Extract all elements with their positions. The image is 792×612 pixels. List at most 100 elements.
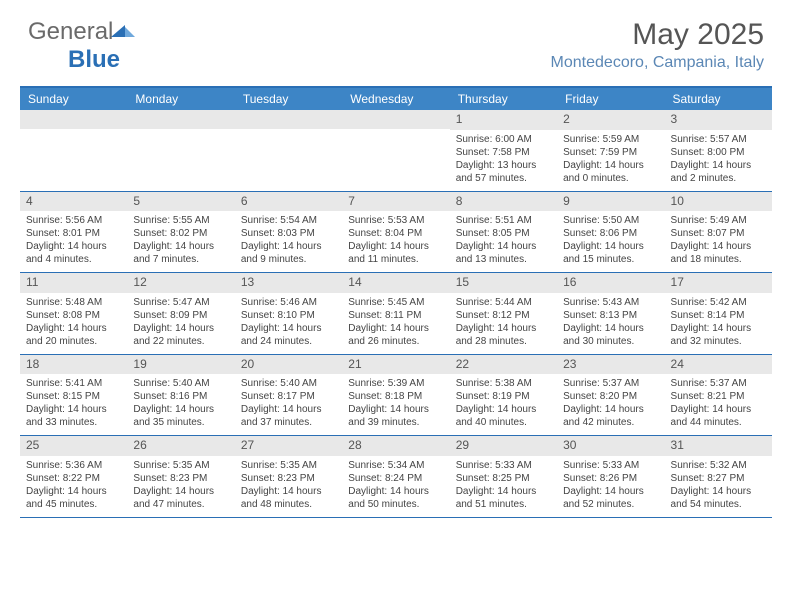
day-number: 15 bbox=[456, 275, 469, 289]
cell-info-line: Sunrise: 5:45 AM bbox=[348, 296, 443, 309]
calendar-cell: 15Sunrise: 5:44 AMSunset: 8:12 PMDayligh… bbox=[450, 273, 557, 354]
day-number: 27 bbox=[241, 438, 254, 452]
daynum-row: 18 bbox=[20, 355, 127, 375]
logo-icon bbox=[113, 18, 135, 45]
cell-info-line: Sunrise: 5:33 AM bbox=[563, 459, 658, 472]
cell-info-line: Sunset: 8:23 PM bbox=[133, 472, 228, 485]
day-number: 31 bbox=[671, 438, 684, 452]
weeks-container: 1Sunrise: 6:00 AMSunset: 7:58 PMDaylight… bbox=[20, 110, 772, 518]
week-row: 18Sunrise: 5:41 AMSunset: 8:15 PMDayligh… bbox=[20, 355, 772, 437]
cell-info-line: Daylight: 14 hours and 22 minutes. bbox=[133, 322, 228, 348]
day-number: 2 bbox=[563, 112, 570, 126]
day-number: 6 bbox=[241, 194, 248, 208]
cell-info-line: Sunset: 8:00 PM bbox=[671, 146, 766, 159]
cell-info-line: Daylight: 14 hours and 52 minutes. bbox=[563, 485, 658, 511]
daynum-row: 25 bbox=[20, 436, 127, 456]
calendar-cell: 10Sunrise: 5:49 AMSunset: 8:07 PMDayligh… bbox=[665, 192, 772, 273]
day-number: 26 bbox=[133, 438, 146, 452]
cell-info-line: Sunrise: 5:35 AM bbox=[133, 459, 228, 472]
cell-info-line: Sunset: 8:02 PM bbox=[133, 227, 228, 240]
cell-info-line: Daylight: 14 hours and 39 minutes. bbox=[348, 403, 443, 429]
cell-info-line: Sunrise: 5:33 AM bbox=[456, 459, 551, 472]
cell-info-line: Daylight: 14 hours and 2 minutes. bbox=[671, 159, 766, 185]
calendar-cell: 25Sunrise: 5:36 AMSunset: 8:22 PMDayligh… bbox=[20, 436, 127, 517]
cell-info-line: Sunrise: 5:56 AM bbox=[26, 214, 121, 227]
cell-info-line: Daylight: 14 hours and 0 minutes. bbox=[563, 159, 658, 185]
cell-info-line: Daylight: 14 hours and 7 minutes. bbox=[133, 240, 228, 266]
cell-info-line: Sunset: 8:11 PM bbox=[348, 309, 443, 322]
day-number: 22 bbox=[456, 357, 469, 371]
cell-info-line: Daylight: 14 hours and 50 minutes. bbox=[348, 485, 443, 511]
cell-info-line: Daylight: 14 hours and 18 minutes. bbox=[671, 240, 766, 266]
cell-info-line: Sunrise: 5:59 AM bbox=[563, 133, 658, 146]
cell-info-line: Sunset: 8:08 PM bbox=[26, 309, 121, 322]
day-number: 23 bbox=[563, 357, 576, 371]
day-header-row: SundayMondayTuesdayWednesdayThursdayFrid… bbox=[20, 88, 772, 110]
cell-info-line: Daylight: 14 hours and 20 minutes. bbox=[26, 322, 121, 348]
cell-info-line: Sunrise: 5:44 AM bbox=[456, 296, 551, 309]
calendar-cell bbox=[342, 110, 449, 191]
cell-info-line: Daylight: 14 hours and 45 minutes. bbox=[26, 485, 121, 511]
cell-info-line: Sunset: 8:09 PM bbox=[133, 309, 228, 322]
cell-info-line: Daylight: 14 hours and 47 minutes. bbox=[133, 485, 228, 511]
calendar-cell: 30Sunrise: 5:33 AMSunset: 8:26 PMDayligh… bbox=[557, 436, 664, 517]
cell-info-line: Daylight: 14 hours and 40 minutes. bbox=[456, 403, 551, 429]
daynum-row: 28 bbox=[342, 436, 449, 456]
calendar-cell: 14Sunrise: 5:45 AMSunset: 8:11 PMDayligh… bbox=[342, 273, 449, 354]
day-number: 12 bbox=[133, 275, 146, 289]
daynum-row: 29 bbox=[450, 436, 557, 456]
week-row: 11Sunrise: 5:48 AMSunset: 8:08 PMDayligh… bbox=[20, 273, 772, 355]
logo-text-part1: General bbox=[28, 18, 113, 45]
title-block: May 2025 Montedecoro, Campania, Italy bbox=[551, 18, 764, 72]
cell-info-line: Sunset: 8:26 PM bbox=[563, 472, 658, 485]
daynum-row: 24 bbox=[665, 355, 772, 375]
cell-info-line: Daylight: 14 hours and 54 minutes. bbox=[671, 485, 766, 511]
week-row: 25Sunrise: 5:36 AMSunset: 8:22 PMDayligh… bbox=[20, 436, 772, 518]
cell-info-line: Sunrise: 6:00 AM bbox=[456, 133, 551, 146]
day-header: Tuesday bbox=[235, 88, 342, 110]
cell-info-line: Sunset: 8:10 PM bbox=[241, 309, 336, 322]
cell-info-line: Sunset: 8:15 PM bbox=[26, 390, 121, 403]
cell-info-line: Daylight: 14 hours and 24 minutes. bbox=[241, 322, 336, 348]
day-number: 11 bbox=[26, 275, 38, 289]
day-number: 24 bbox=[671, 357, 684, 371]
cell-info-line: Sunrise: 5:49 AM bbox=[671, 214, 766, 227]
cell-info-line: Sunrise: 5:46 AM bbox=[241, 296, 336, 309]
cell-info-line: Sunrise: 5:32 AM bbox=[671, 459, 766, 472]
calendar-cell bbox=[127, 110, 234, 191]
calendar-cell: 5 Sunrise: 5:55 AMSunset: 8:02 PMDaylight… bbox=[127, 192, 234, 273]
calendar-cell: 21Sunrise: 5:39 AMSunset: 8:18 PMDayligh… bbox=[342, 355, 449, 436]
cell-info-line: Sunrise: 5:40 AM bbox=[133, 377, 228, 390]
calendar-cell: 29Sunrise: 5:33 AMSunset: 8:25 PMDayligh… bbox=[450, 436, 557, 517]
calendar-cell: 24Sunrise: 5:37 AMSunset: 8:21 PMDayligh… bbox=[665, 355, 772, 436]
day-header: Thursday bbox=[450, 88, 557, 110]
daynum-row: 23 bbox=[557, 355, 664, 375]
cell-info-line: Sunset: 8:27 PM bbox=[671, 472, 766, 485]
day-number: 14 bbox=[348, 275, 361, 289]
daynum-row: 15 bbox=[450, 273, 557, 293]
daynum-row: 27 bbox=[235, 436, 342, 456]
cell-info-line: Daylight: 14 hours and 30 minutes. bbox=[563, 322, 658, 348]
day-header: Friday bbox=[557, 88, 664, 110]
cell-info-line: Sunrise: 5:53 AM bbox=[348, 214, 443, 227]
daynum-row: 17 bbox=[665, 273, 772, 293]
empty-daynum bbox=[127, 110, 234, 129]
calendar-cell: 17Sunrise: 5:42 AMSunset: 8:14 PMDayligh… bbox=[665, 273, 772, 354]
cell-info-line: Sunset: 8:23 PM bbox=[241, 472, 336, 485]
day-number: 25 bbox=[26, 438, 39, 452]
daynum-row: 14 bbox=[342, 273, 449, 293]
cell-info-line: Daylight: 14 hours and 28 minutes. bbox=[456, 322, 551, 348]
cell-info-line: Daylight: 14 hours and 37 minutes. bbox=[241, 403, 336, 429]
cell-info-line: Sunrise: 5:55 AM bbox=[133, 214, 228, 227]
day-header: Saturday bbox=[665, 88, 772, 110]
day-number: 18 bbox=[26, 357, 39, 371]
calendar-cell: 13Sunrise: 5:46 AMSunset: 8:10 PMDayligh… bbox=[235, 273, 342, 354]
logo-text-part2: Blue bbox=[68, 46, 120, 73]
daynum-row: 5 bbox=[127, 192, 234, 212]
cell-info-line: Sunset: 8:19 PM bbox=[456, 390, 551, 403]
day-header: Monday bbox=[127, 88, 234, 110]
daynum-row: 20 bbox=[235, 355, 342, 375]
calendar-cell: 16Sunrise: 5:43 AMSunset: 8:13 PMDayligh… bbox=[557, 273, 664, 354]
day-number: 19 bbox=[133, 357, 146, 371]
logo: GeneralBlue bbox=[28, 18, 135, 74]
